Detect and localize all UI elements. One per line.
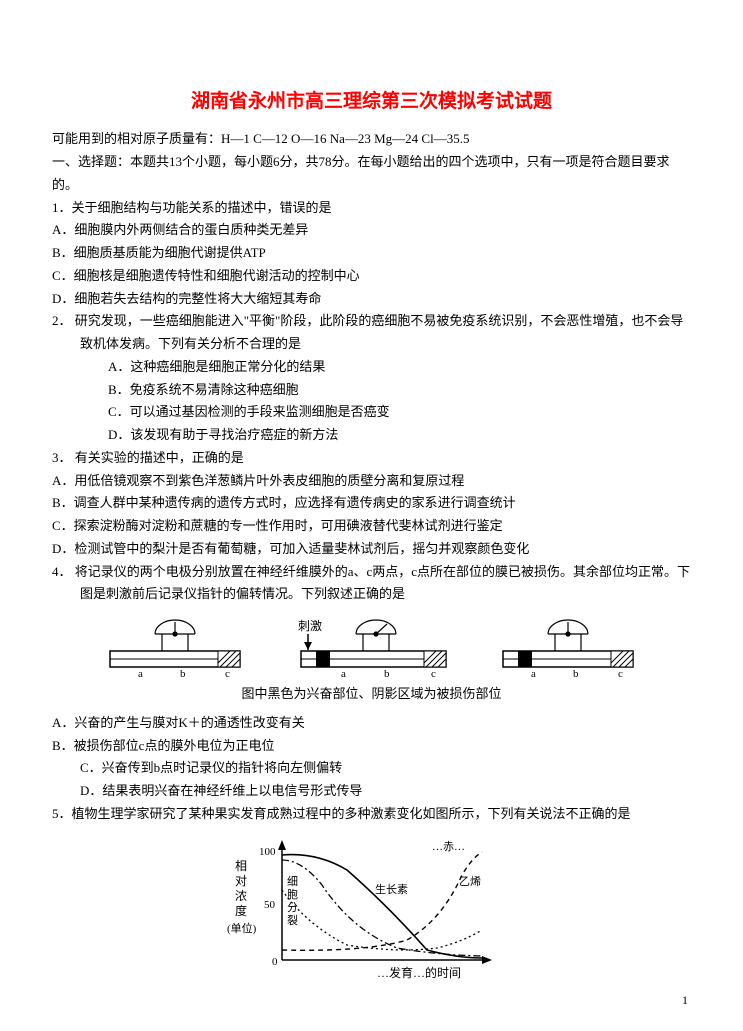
section-1-instructions: 一、选择题：本题共13个小题，每小题6分，共78分。在每小题给出的四个选项中，只… (52, 151, 691, 197)
svg-text:相: 相 (235, 859, 247, 873)
q5-stem: 5．植物生理学家研究了某种果实发育成熟过程中的多种激素变化如图所示，下列有关说法… (52, 803, 691, 826)
exam-title: 湖南省永州市高三理综第三次模拟考试试题 (52, 85, 691, 118)
q4-diagram-3: a b c (493, 614, 643, 679)
q4-opt-a: A．兴奋的产生与膜对K＋的通透性改变有关 (52, 712, 691, 735)
svg-text:c: c (618, 668, 623, 679)
q1-opt-d: D．细胞若失去结构的完整性将大大缩短其寿命 (52, 288, 691, 311)
svg-text:…赤…: …赤… (432, 840, 465, 853)
svg-text:胞: 胞 (287, 888, 298, 901)
svg-text:100: 100 (259, 846, 276, 858)
q3-opt-d: D．检测试管中的梨汁是否有葡萄糖，可加入适量斐林试剂后，摇匀并观察颜色变化 (52, 538, 691, 561)
q2-stem-text: 2． 研究发现，一些癌细胞能进入"平衡"阶段，此阶段的癌细胞不易被免疫系统识别，… (52, 310, 691, 356)
q3-opt-b: B．调查人群中某种遗传病的遗传方式时，应选择有遗传病史的家系进行调查统计 (52, 492, 691, 515)
q4-opt-c: C．兴奋传到b点时记录仪的指针将向左侧偏转 (52, 757, 691, 780)
q5-chart-wrap: 100 50 0 相 对 浓 度 (单位) …赤… 生长素 细 胞 分 裂 乙烯… (52, 830, 691, 980)
q4-diagram-1: a b c (100, 614, 250, 679)
atomic-mass-line: 可能用到的相对原子质量有：H—1 C—12 O—16 Na—23 Mg—24 C… (52, 128, 691, 151)
q5-chart: 100 50 0 相 对 浓 度 (单位) …赤… 生长素 细 胞 分 裂 乙烯… (227, 830, 517, 980)
svg-text:生长素: 生长素 (375, 882, 408, 896)
q2-opt-c: C．可以通过基因检测的手段来监测细胞是否癌变 (52, 401, 691, 424)
svg-text:c: c (431, 668, 436, 679)
svg-text:a: a (531, 668, 536, 679)
svg-text:裂: 裂 (287, 914, 298, 927)
q1-opt-c: C．细胞核是细胞遗传特性和细胞代谢活动的控制中心 (52, 265, 691, 288)
q4-opt-b: B．被损伤部位c点的膜外电位为正电位 (52, 735, 691, 758)
svg-text:分: 分 (287, 901, 298, 914)
page-number: 1 (682, 990, 688, 1011)
svg-text:细: 细 (287, 875, 298, 888)
q4-diagram-2: 刺激 a b c (286, 614, 456, 679)
q1-stem: 1．关于细胞结构与功能关系的描述中，错误的是 (52, 197, 691, 220)
svg-text:度: 度 (235, 903, 247, 918)
stim-label: 刺激 (298, 619, 322, 633)
q4-diagram-caption: 图中黑色为兴奋部位、阴影区域为被损伤部位 (52, 683, 691, 706)
svg-text:b: b (384, 668, 390, 679)
q4-diagram-row: a b c 刺激 a b c (82, 614, 661, 679)
svg-text:a: a (138, 668, 143, 679)
svg-text:(单位): (单位) (227, 921, 257, 935)
svg-text:…发育…的时间: …发育…的时间 (377, 965, 461, 980)
q1-opt-a: A．细胞膜内外两侧结合的蛋白质种类无差异 (52, 219, 691, 242)
svg-text:50: 50 (264, 899, 276, 911)
svg-text:乙烯: 乙烯 (459, 875, 481, 888)
q2-stem: 2． 研究发现，一些癌细胞能进入"平衡"阶段，此阶段的癌细胞不易被免疫系统识别，… (52, 310, 691, 356)
q4-opt-d: D．结果表明兴奋在神经纤维上以电信号形式传导 (52, 780, 691, 803)
q2-opt-a: A．这种癌细胞是细胞正常分化的结果 (52, 356, 691, 379)
svg-text:b: b (180, 668, 186, 679)
svg-text:对: 对 (235, 874, 247, 888)
q3-opt-c: C．探索淀粉酶对淀粉和蔗糖的专一性作用时，可用碘液替代斐林试剂进行鉴定 (52, 515, 691, 538)
svg-text:0: 0 (272, 956, 278, 968)
q1-opt-b: B．细胞质基质能为细胞代谢提供ATP (52, 242, 691, 265)
q3-opt-a: A．用低倍镜观察不到紫色洋葱鳞片叶外表皮细胞的质壁分离和复原过程 (52, 470, 691, 493)
q2-opt-b: B．免疫系统不易清除这种癌细胞 (52, 379, 691, 402)
q2-opt-d: D．该发现有助于寻找治疗癌症的新方法 (52, 424, 691, 447)
q3-stem: 3． 有关实验的描述中，正确的是 (52, 447, 691, 470)
q4-stem: 4． 将记录仪的两个电极分别放置在神经纤维膜外的a、c两点，c点所在部位的膜已被… (52, 561, 691, 607)
svg-text:c: c (225, 668, 230, 679)
svg-text:b: b (573, 668, 579, 679)
svg-text:a: a (341, 668, 346, 679)
svg-text:浓: 浓 (235, 889, 247, 903)
